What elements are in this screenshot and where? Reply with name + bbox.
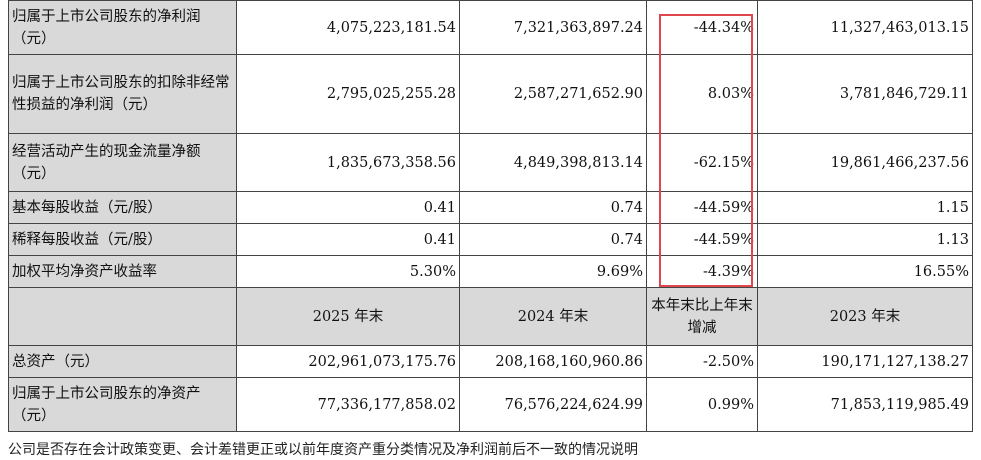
column-header-row: 2025 年末 2024 年末 本年末比上年末增减 2023 年末 — [8, 287, 973, 346]
value-2025: 1,835,673,358.56 — [236, 133, 460, 192]
value-2023: 1.15 — [757, 191, 973, 224]
value-2025: 77,336,177,858.02 — [236, 377, 460, 432]
value-2025: 4,075,223,181.54 — [236, 0, 460, 55]
value-2025: 5.30% — [236, 255, 460, 288]
row-label: 基本每股收益（元/股） — [8, 191, 237, 224]
table-row: 归属于上市公司股东的扣除非经常性损益的净利润（元） 2,795,025,255.… — [8, 54, 973, 134]
financial-data-table: 归属于上市公司股东的净利润（元） 4,075,223,181.54 7,321,… — [8, 0, 973, 432]
table-row: 稀释每股收益（元/股） 0.41 0.74 -44.59% 1.13 — [8, 223, 973, 256]
value-2023: 19,861,466,237.56 — [757, 133, 973, 192]
footnote-text: 公司是否存在会计政策变更、会计差错更正或以前年度资产重分类情况及净利润前后不一致… — [8, 442, 638, 458]
value-2024: 0.74 — [459, 223, 647, 256]
value-2024: 9.69% — [459, 255, 647, 288]
row-label: 稀释每股收益（元/股） — [8, 223, 237, 256]
value-change: 0.99% — [646, 377, 758, 432]
value-2024: 208,168,160,960.86 — [459, 345, 647, 378]
value-2023: 1.13 — [757, 223, 973, 256]
table-row: 总资产（元） 202,961,073,175.76 208,168,160,96… — [8, 345, 973, 378]
value-change: -44.34% — [646, 0, 758, 55]
header-blank-cell — [8, 287, 237, 346]
row-label: 归属于上市公司股东的净利润（元） — [8, 0, 237, 55]
value-2023: 190,171,127,138.27 — [757, 345, 973, 378]
row-label: 加权平均净资产收益率 — [8, 255, 237, 288]
value-2023: 11,327,463,013.15 — [757, 0, 973, 55]
header-change: 本年末比上年末增减 — [646, 287, 758, 346]
value-change: -62.15% — [646, 133, 758, 192]
table-row: 经营活动产生的现金流量净额（元） 1,835,673,358.56 4,849,… — [8, 133, 973, 192]
row-label: 归属于上市公司股东的扣除非经常性损益的净利润（元） — [8, 54, 237, 134]
table-row: 加权平均净资产收益率 5.30% 9.69% -4.39% 16.55% — [8, 255, 973, 288]
value-2024: 2,587,271,652.90 — [459, 54, 647, 134]
value-2024: 76,576,224,624.99 — [459, 377, 647, 432]
table-row: 归属于上市公司股东的净利润（元） 4,075,223,181.54 7,321,… — [8, 0, 973, 55]
value-2024: 0.74 — [459, 191, 647, 224]
value-2025: 0.41 — [236, 223, 460, 256]
value-change: 8.03% — [646, 54, 758, 134]
value-change: -4.39% — [646, 255, 758, 288]
row-label: 总资产（元） — [8, 345, 237, 378]
header-2025: 2025 年末 — [236, 287, 460, 346]
table-row: 基本每股收益（元/股） 0.41 0.74 -44.59% 1.15 — [8, 191, 973, 224]
header-2023: 2023 年末 — [757, 287, 973, 346]
value-2025: 202,961,073,175.76 — [236, 345, 460, 378]
value-2023: 3,781,846,729.11 — [757, 54, 973, 134]
value-2023: 16.55% — [757, 255, 973, 288]
row-label: 归属于上市公司股东的净资产（元） — [8, 377, 237, 432]
header-2024: 2024 年末 — [459, 287, 647, 346]
table-row: 归属于上市公司股东的净资产（元） 77,336,177,858.02 76,57… — [8, 377, 973, 432]
value-change: -44.59% — [646, 223, 758, 256]
value-2025: 2,795,025,255.28 — [236, 54, 460, 134]
value-2024: 4,849,398,813.14 — [459, 133, 647, 192]
row-label: 经营活动产生的现金流量净额（元） — [8, 133, 237, 192]
value-2023: 71,853,119,985.49 — [757, 377, 973, 432]
value-2025: 0.41 — [236, 191, 460, 224]
value-change: -2.50% — [646, 345, 758, 378]
value-change: -44.59% — [646, 191, 758, 224]
value-2024: 7,321,363,897.24 — [459, 0, 647, 55]
